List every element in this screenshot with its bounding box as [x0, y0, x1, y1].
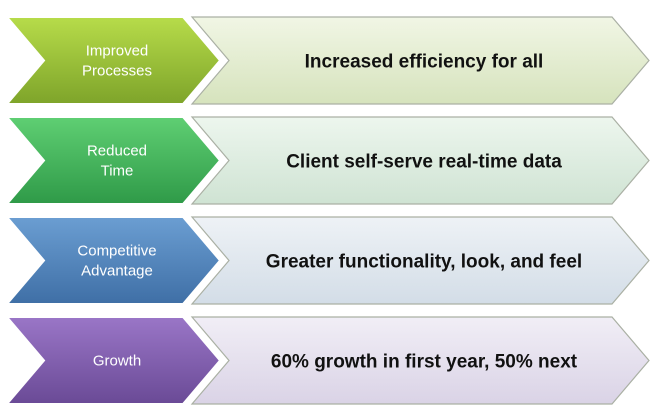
- benefit-description: 60% growth in first year, 50% next: [271, 352, 578, 373]
- category-label: Competitive: [77, 243, 156, 260]
- description-panel: [190, 16, 650, 105]
- category-chevron: [4, 116, 222, 205]
- benefit-row: Growth 60% growth in first year, 50% next: [4, 316, 650, 405]
- description-panel: [190, 316, 650, 405]
- description-panel: [190, 216, 650, 305]
- benefit-row: Reduced Time Client self-serve real-time d…: [4, 116, 650, 205]
- benefit-description: Greater functionality, look, and feel: [266, 252, 582, 273]
- description-panel: [190, 116, 650, 205]
- benefit-row: Competitive Advantage Greater functionalit…: [4, 216, 650, 305]
- benefit-description: Client self-serve real-time data: [286, 152, 562, 173]
- category-label: Growth: [93, 353, 141, 370]
- category-chevron: [4, 16, 222, 105]
- category-label: Advantage: [81, 263, 153, 280]
- category-label: Improved: [86, 43, 149, 60]
- category-label: Time: [101, 163, 134, 180]
- category-label: Reduced: [87, 143, 147, 160]
- category-chevron: [4, 316, 222, 405]
- category-label: Processes: [82, 63, 152, 80]
- benefit-row: Improved Processes Increased efficiency fo…: [4, 16, 650, 105]
- category-chevron: [4, 216, 222, 305]
- benefit-description: Increased efficiency for all: [305, 52, 544, 73]
